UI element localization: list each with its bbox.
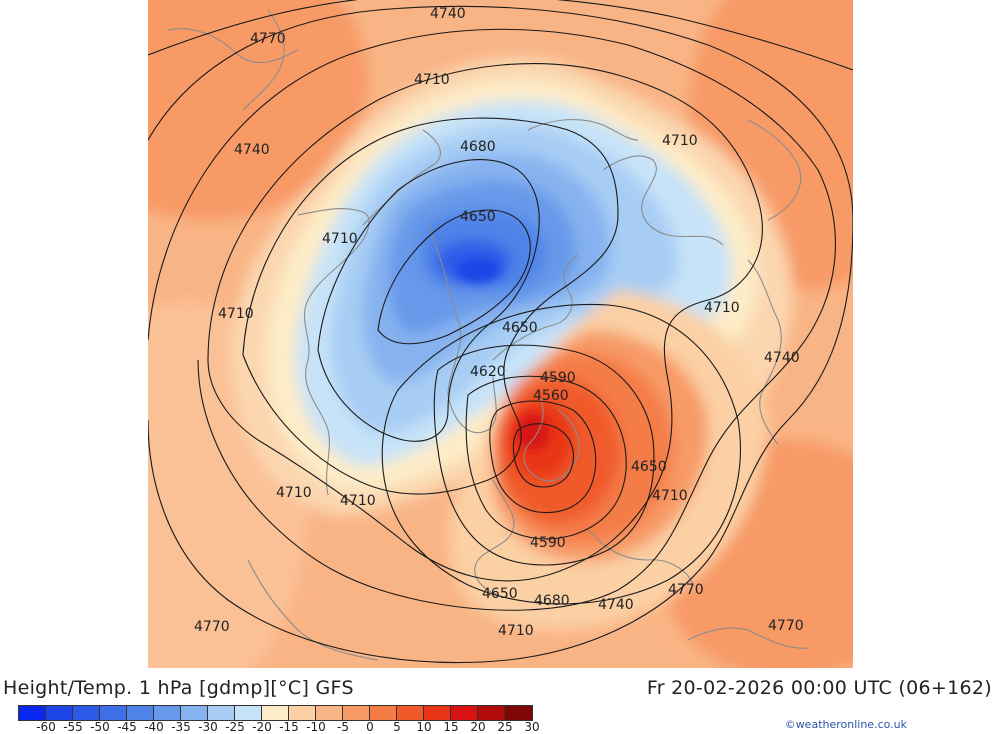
colorbar-tick-label: 20 — [470, 720, 486, 734]
contour-label: 4740 — [764, 350, 800, 366]
contour-label: 4770 — [668, 582, 704, 598]
colorbar-swatch — [46, 706, 73, 720]
contour-label: 4770 — [250, 31, 286, 47]
colorbar-tick-label: 25 — [497, 720, 513, 734]
colorbar-swatch — [316, 706, 343, 720]
contour-label: 4650 — [482, 586, 518, 602]
colorbar-tick-label: -5 — [337, 720, 349, 734]
colorbar-tick-label: 10 — [416, 720, 432, 734]
colorbar-tick-label: -55 — [63, 720, 83, 734]
contour-label: 4650 — [460, 209, 496, 225]
contour-label: 4740 — [598, 597, 634, 613]
colorbar-swatch — [370, 706, 397, 720]
colorbar-swatch — [343, 706, 370, 720]
colorbar-tick-label: -50 — [90, 720, 110, 734]
colorbar-swatch — [505, 706, 532, 720]
colorbar-swatch — [451, 706, 478, 720]
temperature-colorbar — [18, 705, 533, 721]
contour-label: 4710 — [414, 72, 450, 88]
valid-time: Fr 20-02-2026 00:00 UTC (06+162) — [646, 677, 992, 699]
contour-label: 4710 — [322, 231, 358, 247]
colorbar-swatch — [127, 706, 154, 720]
colorbar-tick-label: 5 — [393, 720, 401, 734]
height-temperature-map: 4740 4770 4710 4740 4680 4710 4650 4710 … — [148, 0, 853, 668]
colorbar-swatch — [289, 706, 316, 720]
map-panel: 4740 4770 4710 4740 4680 4710 4650 4710 … — [148, 0, 853, 668]
contour-label: 4650 — [502, 320, 538, 336]
credit-link[interactable]: ©weatheronline.co.uk — [784, 718, 907, 731]
contour-label: 4680 — [460, 139, 496, 155]
colorbar-swatch — [73, 706, 100, 720]
colorbar-tick-label: 30 — [524, 720, 540, 734]
colorbar-tick-label: -10 — [306, 720, 326, 734]
colorbar-tick-label: -15 — [279, 720, 299, 734]
colorbar-swatch — [181, 706, 208, 720]
colorbar-tick-label: 15 — [443, 720, 459, 734]
contour-label: 4740 — [234, 142, 270, 158]
contour-label: 4590 — [530, 535, 566, 551]
height-contours — [148, 0, 853, 664]
colorbar-tick-label: -40 — [144, 720, 164, 734]
colorbar-ticks: -60 -55 -50 -45 -40 -35 -30 -25 -20 -15 -10 -5 0 5 10 1… — [18, 720, 564, 734]
contour-label: 4650 — [631, 459, 667, 475]
colorbar-swatch — [154, 706, 181, 720]
colorbar-tick-label: -20 — [252, 720, 272, 734]
contour-labels: 4740 4770 4710 4740 4680 4710 4650 4710 … — [194, 6, 804, 639]
colorbar-swatch — [208, 706, 235, 720]
colorbar-swatch — [262, 706, 289, 720]
colorbar-swatch — [19, 706, 46, 720]
colorbar-tick-label: -45 — [117, 720, 137, 734]
contour-label: 4710 — [218, 306, 254, 322]
contour-label: 4620 — [470, 364, 506, 380]
contour-label: 4740 — [430, 6, 466, 22]
contour-label: 4710 — [652, 488, 688, 504]
map-title: Height/Temp. 1 hPa [gdmp][°C] GFS — [3, 677, 354, 699]
contour-label: 4710 — [276, 485, 312, 501]
colorbar-swatch — [397, 706, 424, 720]
colorbar-swatch — [478, 706, 505, 720]
contour-label: 4680 — [534, 593, 570, 609]
contour-label: 4770 — [194, 619, 230, 635]
contour-label: 4710 — [704, 300, 740, 316]
colorbar-swatch — [100, 706, 127, 720]
contour-label: 4710 — [662, 133, 698, 149]
colorbar-tick-label: -60 — [36, 720, 56, 734]
colorbar-tick-label: -30 — [198, 720, 218, 734]
contour-label: 4710 — [340, 493, 376, 509]
coastlines — [167, 9, 809, 661]
colorbar-swatch — [235, 706, 262, 720]
contour-label: 4590 — [540, 370, 576, 386]
temperature-shading — [148, 0, 853, 668]
colorbar-tick-label: 0 — [366, 720, 374, 734]
contour-label: 4710 — [498, 623, 534, 639]
colorbar-tick-label: -25 — [225, 720, 245, 734]
colorbar-tick-label: -35 — [171, 720, 191, 734]
colorbar-swatch — [424, 706, 451, 720]
contour-label: 4560 — [533, 388, 569, 404]
contour-label: 4770 — [768, 618, 804, 634]
